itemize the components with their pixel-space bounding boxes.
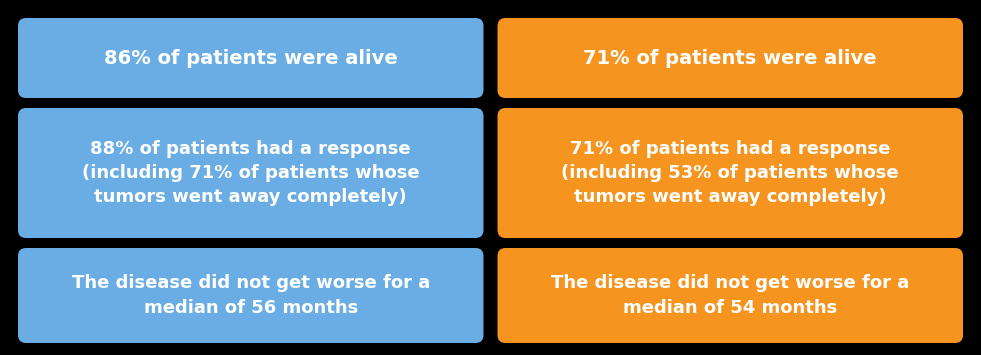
Text: The disease did not get worse for a
median of 54 months: The disease did not get worse for a medi…	[551, 274, 909, 317]
FancyBboxPatch shape	[18, 18, 484, 98]
Text: 88% of patients had a response
(including 71% of patients whose
tumors went away: 88% of patients had a response (includin…	[82, 140, 420, 206]
FancyBboxPatch shape	[18, 108, 484, 238]
Text: 86% of patients were alive: 86% of patients were alive	[104, 49, 397, 67]
Text: The disease did not get worse for a
median of 56 months: The disease did not get worse for a medi…	[72, 274, 430, 317]
Text: 71% of patients were alive: 71% of patients were alive	[584, 49, 877, 67]
FancyBboxPatch shape	[497, 108, 963, 238]
FancyBboxPatch shape	[497, 18, 963, 98]
FancyBboxPatch shape	[497, 248, 963, 343]
Text: 71% of patients had a response
(including 53% of patients whose
tumors went away: 71% of patients had a response (includin…	[561, 140, 899, 206]
FancyBboxPatch shape	[18, 248, 484, 343]
